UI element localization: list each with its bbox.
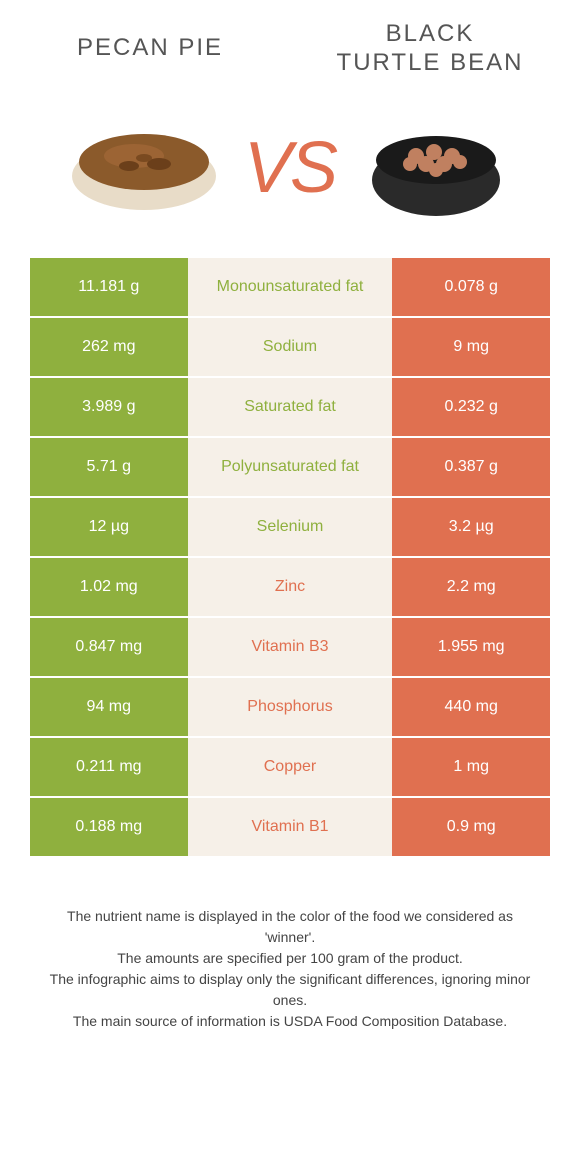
table-row: 12 µgSelenium3.2 µg bbox=[30, 498, 550, 556]
table-row: 0.188 mgVitamin B10.9 mg bbox=[30, 798, 550, 856]
footer-notes: The nutrient name is displayed in the co… bbox=[40, 906, 540, 1032]
right-value-cell: 2.2 mg bbox=[392, 558, 550, 616]
nutrient-name-cell: Vitamin B1 bbox=[188, 798, 393, 856]
table-row: 1.02 mgZinc2.2 mg bbox=[30, 558, 550, 616]
header: Pecan pie Black Turtle Bean bbox=[0, 0, 580, 88]
nutrient-name-cell: Selenium bbox=[188, 498, 393, 556]
left-value-cell: 3.989 g bbox=[30, 378, 188, 436]
right-value-cell: 440 mg bbox=[392, 678, 550, 736]
left-value-cell: 5.71 g bbox=[30, 438, 188, 496]
right-value-cell: 1.955 mg bbox=[392, 618, 550, 676]
left-value-cell: 0.188 mg bbox=[30, 798, 188, 856]
nutrient-name-cell: Vitamin B3 bbox=[188, 618, 393, 676]
left-value-cell: 1.02 mg bbox=[30, 558, 188, 616]
right-value-cell: 0.387 g bbox=[392, 438, 550, 496]
left-value-cell: 262 mg bbox=[30, 318, 188, 376]
right-value-cell: 0.9 mg bbox=[392, 798, 550, 856]
table-row: 0.847 mgVitamin B31.955 mg bbox=[30, 618, 550, 676]
nutrient-name-cell: Sodium bbox=[188, 318, 393, 376]
table-row: 0.211 mgCopper1 mg bbox=[30, 738, 550, 796]
footer-line: The nutrient name is displayed in the co… bbox=[40, 906, 540, 948]
left-food-title: Pecan pie bbox=[10, 34, 290, 63]
left-value-cell: 11.181 g bbox=[30, 258, 188, 316]
right-value-cell: 0.078 g bbox=[392, 258, 550, 316]
footer-line: The amounts are specified per 100 gram o… bbox=[40, 948, 540, 969]
table-row: 11.181 gMonounsaturated fat0.078 g bbox=[30, 258, 550, 316]
nutrient-name-cell: Copper bbox=[188, 738, 393, 796]
left-value-cell: 12 µg bbox=[30, 498, 188, 556]
nutrient-name-cell: Polyunsaturated fat bbox=[188, 438, 393, 496]
nutrient-name-cell: Monounsaturated fat bbox=[188, 258, 393, 316]
comparison-table: 11.181 gMonounsaturated fat0.078 g262 mg… bbox=[30, 258, 550, 856]
right-value-cell: 3.2 µg bbox=[392, 498, 550, 556]
table-row: 262 mgSodium9 mg bbox=[30, 318, 550, 376]
bean-bowl-image bbox=[356, 108, 516, 228]
right-value-cell: 1 mg bbox=[392, 738, 550, 796]
left-value-cell: 0.211 mg bbox=[30, 738, 188, 796]
left-value-cell: 94 mg bbox=[30, 678, 188, 736]
table-row: 5.71 gPolyunsaturated fat0.387 g bbox=[30, 438, 550, 496]
images-row: VS bbox=[0, 88, 580, 258]
right-value-cell: 0.232 g bbox=[392, 378, 550, 436]
footer-line: The infographic aims to display only the… bbox=[40, 969, 540, 1011]
right-value-cell: 9 mg bbox=[392, 318, 550, 376]
right-food-title: Black Turtle Bean bbox=[290, 20, 570, 78]
nutrient-name-cell: Phosphorus bbox=[188, 678, 393, 736]
pecan-pie-image bbox=[64, 108, 224, 228]
table-row: 94 mgPhosphorus440 mg bbox=[30, 678, 550, 736]
nutrient-name-cell: Saturated fat bbox=[188, 378, 393, 436]
left-value-cell: 0.847 mg bbox=[30, 618, 188, 676]
table-row: 3.989 gSaturated fat0.232 g bbox=[30, 378, 550, 436]
footer-line: The main source of information is USDA F… bbox=[40, 1011, 540, 1032]
vs-label: VS bbox=[244, 127, 336, 209]
nutrient-name-cell: Zinc bbox=[188, 558, 393, 616]
